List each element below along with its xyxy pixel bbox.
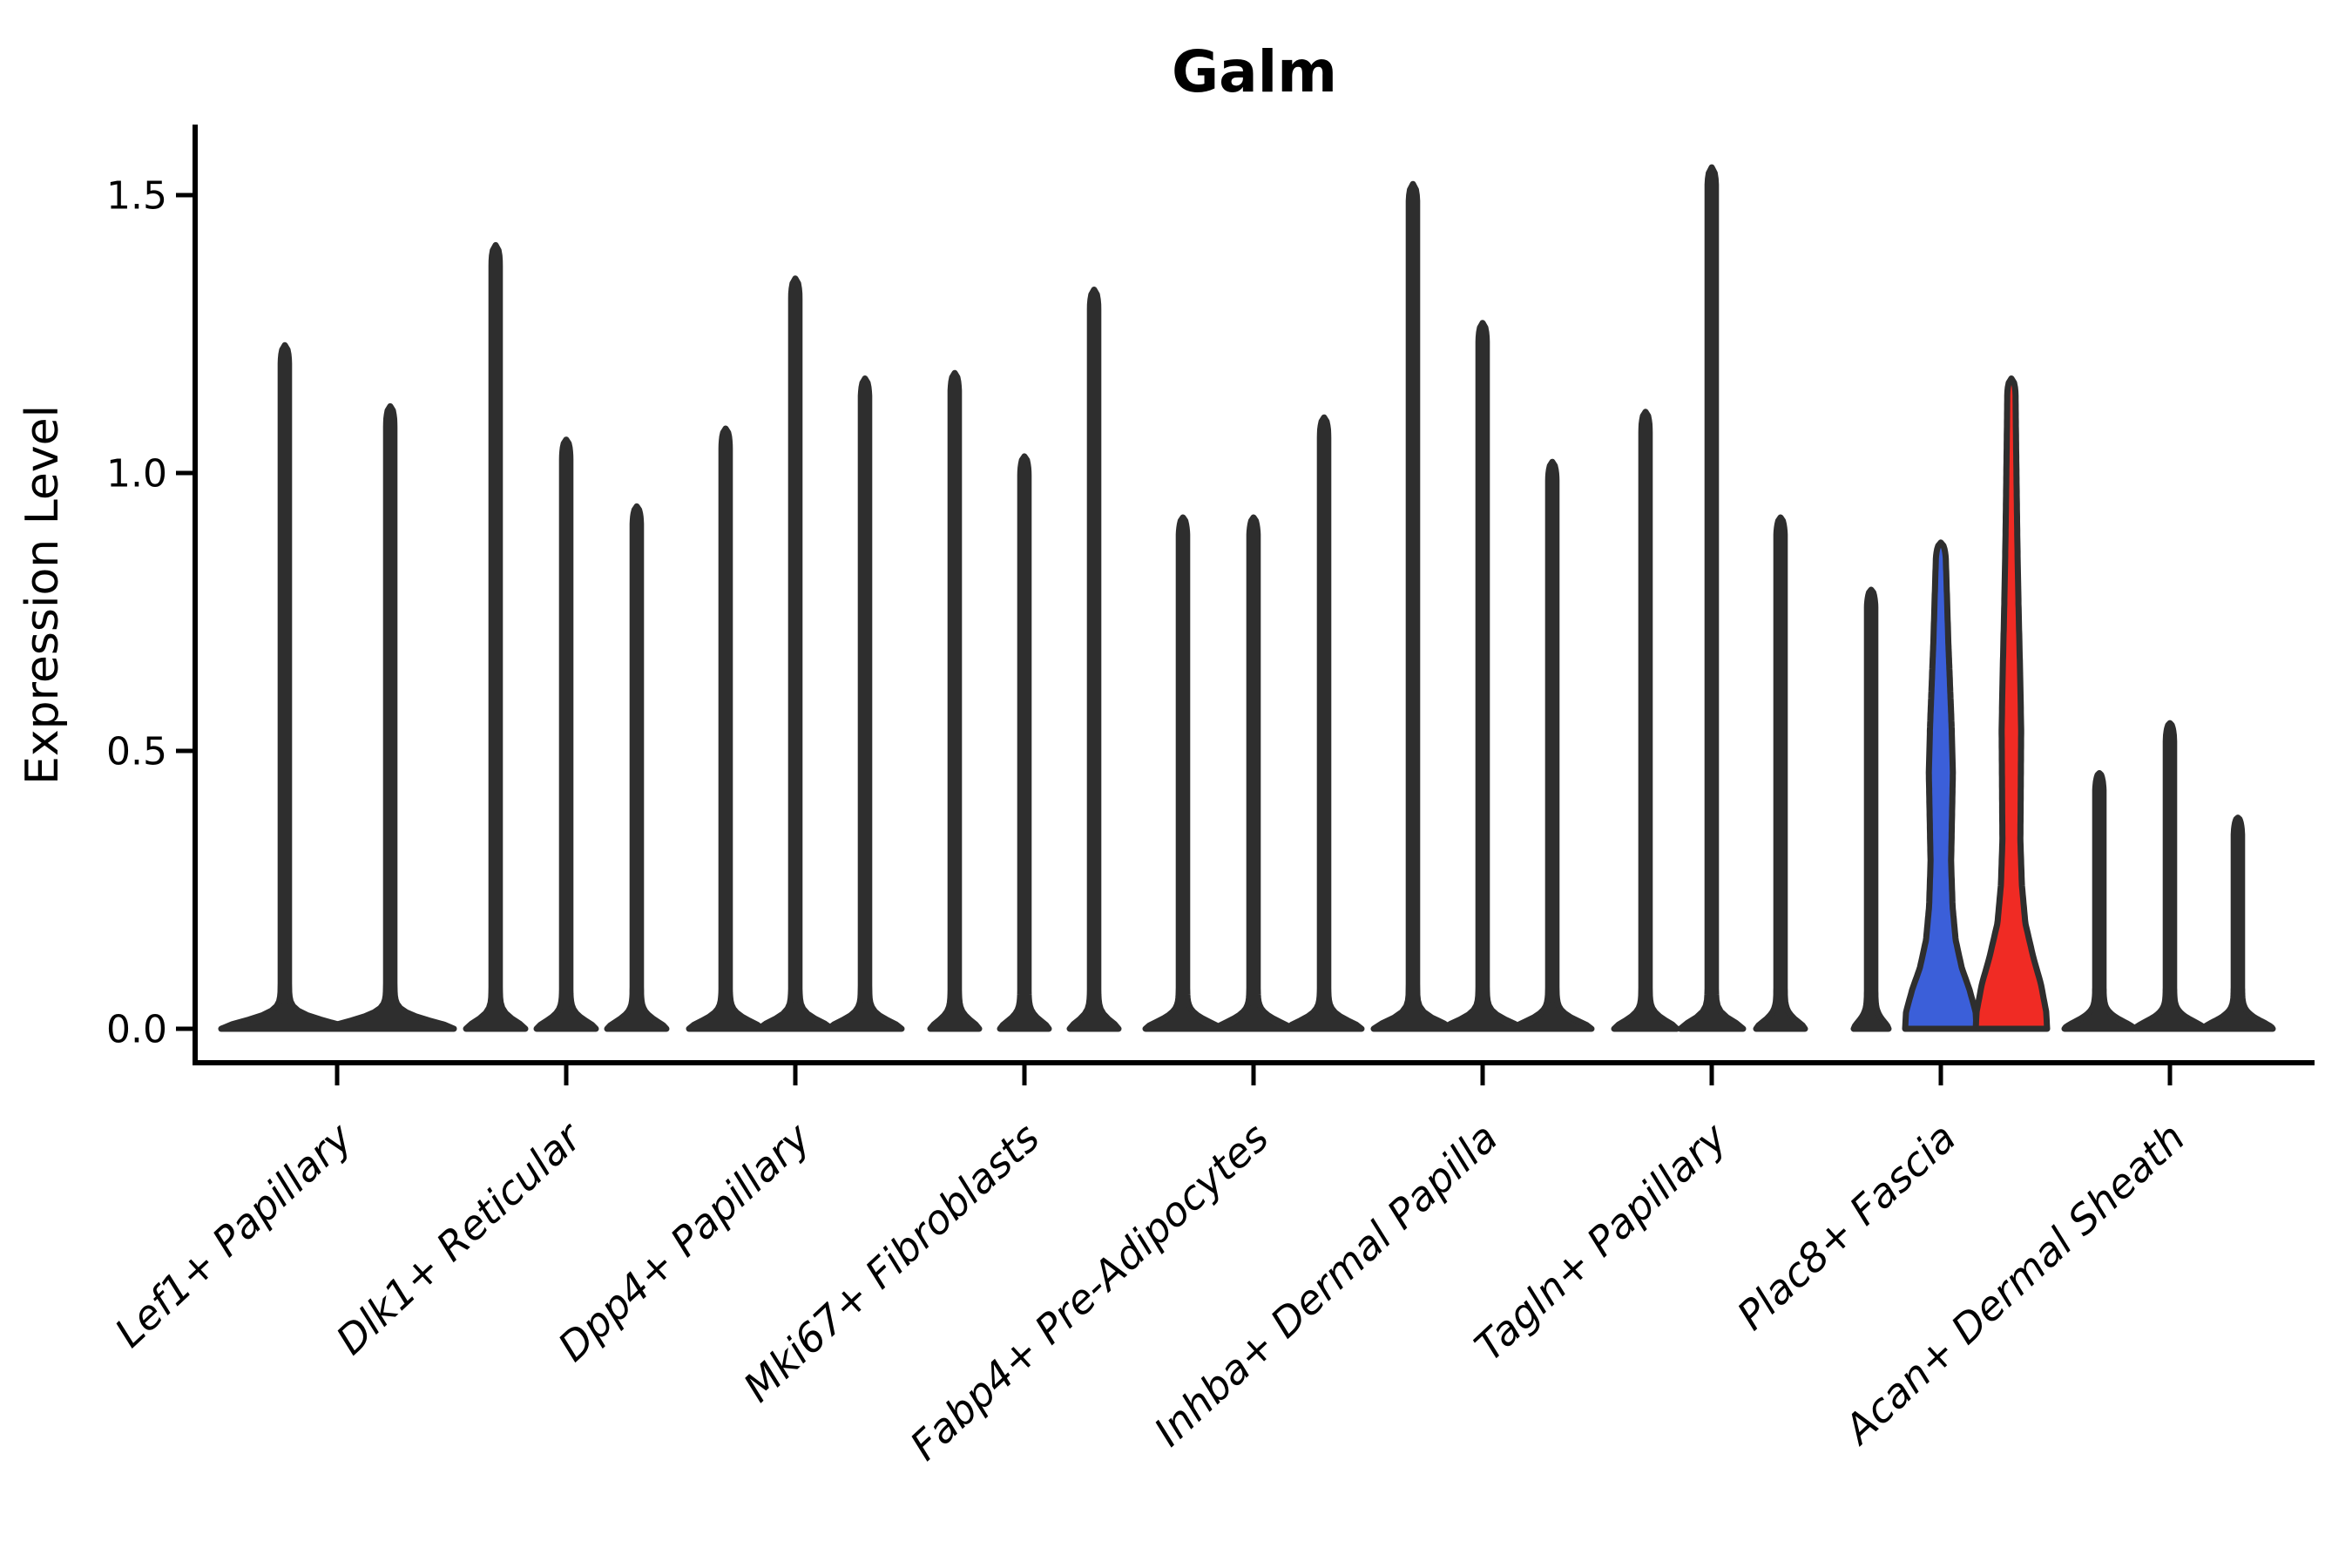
violin	[604, 503, 670, 1032]
y-tick-label: 1.0	[106, 451, 167, 496]
violin	[2200, 814, 2276, 1032]
violin	[1753, 514, 1808, 1032]
violin	[1850, 586, 1892, 1032]
violin	[1902, 539, 1980, 1032]
x-tick-label: Tagln+ Papillary	[1465, 1113, 1736, 1370]
violin	[997, 453, 1052, 1032]
violin	[463, 241, 529, 1032]
plot-title: Galm	[1172, 38, 1337, 105]
y-tick-label: 0.5	[106, 729, 167, 774]
y-axis-label: Expression Level	[17, 405, 69, 785]
violin	[1677, 164, 1747, 1032]
violin	[1440, 320, 1525, 1032]
x-tick-label: Fabp4+ Pre-Adipocytes	[901, 1114, 1277, 1470]
violin	[1213, 514, 1294, 1032]
violin	[1510, 458, 1595, 1032]
violin	[755, 275, 835, 1032]
violin	[1370, 180, 1456, 1032]
violin	[1972, 375, 2051, 1032]
violin	[1142, 514, 1224, 1032]
violin	[1283, 414, 1365, 1032]
x-tick-label: Dlk1+ Reticular	[327, 1112, 591, 1363]
violin	[825, 375, 905, 1032]
violin	[1066, 287, 1122, 1032]
x-tick-label: Plac8+ Fascia	[1728, 1114, 1965, 1340]
x-tick-label: Lef1+ Papillary	[105, 1113, 362, 1356]
violin	[2061, 770, 2138, 1032]
y-tick-label: 1.5	[106, 173, 167, 218]
violin	[686, 425, 766, 1032]
violin	[927, 369, 983, 1032]
violin	[1611, 409, 1680, 1032]
y-tick-label: 0.0	[106, 1007, 167, 1051]
violin	[323, 402, 457, 1032]
violin	[2132, 720, 2208, 1032]
x-tick-label: Dpp4+ Papillary	[549, 1113, 820, 1370]
violin	[218, 341, 352, 1032]
violin	[533, 436, 599, 1032]
